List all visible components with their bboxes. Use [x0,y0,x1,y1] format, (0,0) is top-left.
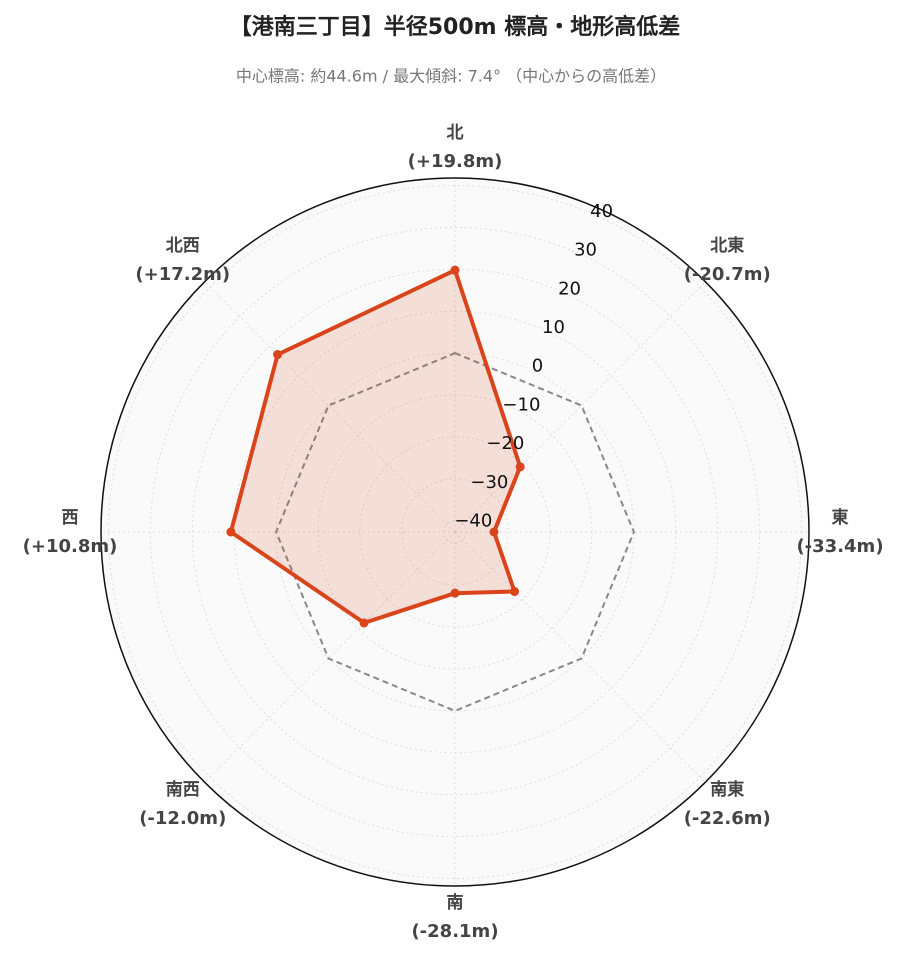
value-label: (-28.1m) [411,921,498,942]
chart-subtitle: 中心標高: 約44.6m / 最大傾斜: 7.4° （中心からの高低差） [236,67,666,86]
radial-tick-label: 0 [532,356,543,377]
radial-tick-label: −40 [454,511,492,532]
radial-tick-label: −20 [486,433,524,454]
data-point [226,527,236,537]
data-point [515,462,525,472]
polar-frame [100,177,810,887]
category-label: 北東 [710,235,744,256]
category-label: 南東 [710,779,744,800]
data-point [510,587,520,597]
data-point [450,265,460,275]
spoke [454,531,706,783]
data-point [359,618,369,628]
category-label: 西 [62,508,79,528]
grid-circle [401,478,509,586]
radial-tick-label: −10 [502,394,540,415]
value-label: (-12.0m) [139,808,226,829]
radial-tick-label: 30 [574,240,597,261]
value-label: (-20.7m) [684,264,771,285]
data-point [489,527,499,537]
category-label: 北 [447,123,464,143]
radial-tick-label: 40 [590,201,613,222]
data-point [450,588,460,598]
spoke [204,281,456,533]
spoke [204,531,456,783]
value-label: (+10.8m) [23,536,118,557]
radial-tick-label: −30 [470,472,508,493]
spoke [454,281,706,533]
category-label: 南 [447,892,464,913]
series-line [275,352,635,712]
grid-circle [191,268,719,796]
category-label: 北西 [166,236,200,256]
category-label: 東 [832,507,849,528]
value-label: (+17.2m) [135,264,230,285]
value-label: (+19.8m) [408,151,503,172]
chart-title: 【港南三丁目】半径500m 標高・地形高低差 [230,14,681,40]
grid-circle [149,226,761,838]
value-label: (-22.6m) [684,808,771,829]
category-label: 南西 [166,779,200,800]
radial-tick-label: 10 [542,317,565,338]
data-point [273,350,283,360]
value-label: (-33.4m) [796,536,883,557]
radial-tick-label: 20 [558,278,581,299]
